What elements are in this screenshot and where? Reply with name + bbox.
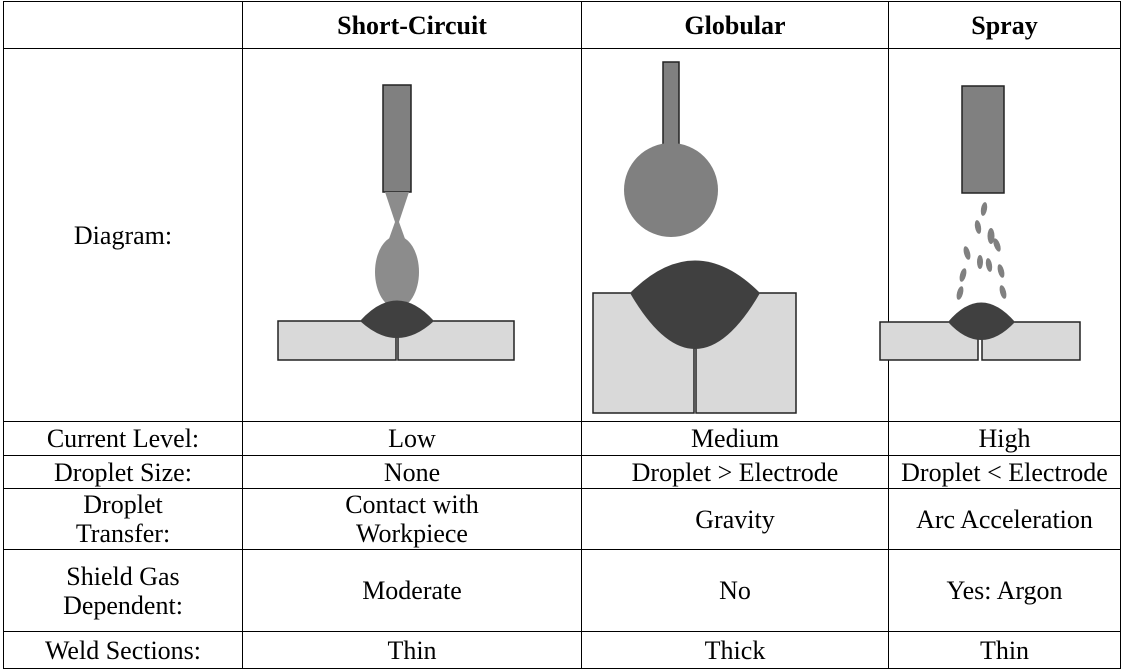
cell-text: Low: [388, 424, 436, 453]
cell: Thick: [581, 631, 889, 669]
cell-text: Gravity: [695, 504, 775, 534]
row-label-text: Current Level:: [46, 424, 200, 453]
cell-text: High: [978, 424, 1031, 453]
row-label: Droplet Size:: [3, 455, 243, 489]
row-label: Droplet Transfer:: [3, 488, 243, 550]
diagram-cell: [888, 48, 1121, 422]
cell: Yes: Argon: [888, 549, 1121, 632]
diagram-cell: [581, 48, 889, 422]
cell-text: Thick: [704, 635, 766, 665]
cell-text: Medium: [690, 424, 780, 453]
cell-text: Arc Acceleration: [916, 504, 1093, 534]
cell-text: None: [383, 457, 441, 487]
row-label: Current Level:: [3, 421, 243, 456]
cell-text: Moderate: [362, 576, 462, 605]
cell-text: No: [719, 576, 751, 605]
row-label-text: Weld Sections:: [44, 635, 202, 665]
cell: Moderate: [242, 549, 582, 632]
cell: High: [888, 421, 1121, 456]
cell: Gravity: [581, 488, 889, 550]
cell: No: [581, 549, 889, 632]
cell-text: Droplet < Electrode: [901, 457, 1108, 487]
cell: Droplet < Electrode: [888, 455, 1121, 489]
data-row: Droplet Size: None Droplet > Electrode Drop…: [3, 455, 1121, 489]
column-header: Short-Circuit: [242, 1, 582, 49]
cell: Thin: [242, 631, 582, 669]
row-label-text: Shield Gas Dependent:: [63, 561, 183, 620]
header-row: Short-Circuit Globular Spray: [3, 1, 1121, 49]
cell: Droplet > Electrode: [581, 455, 889, 489]
cell-text: Yes: Argon: [946, 576, 1063, 605]
cell-text: Thin: [387, 635, 437, 665]
cell: None: [242, 455, 582, 489]
cell: Arc Acceleration: [888, 488, 1121, 550]
cell-text: Thin: [979, 635, 1030, 665]
column-header: Spray: [888, 1, 1121, 49]
row-label: Shield Gas Dependent:: [3, 549, 243, 632]
data-row: Current Level: Low Medium High: [3, 421, 1121, 456]
diagram-row: Diagram:: [3, 48, 1121, 422]
row-label-text: Droplet Size:: [54, 457, 192, 487]
cell-text: Contact with Workpiece: [345, 490, 479, 548]
data-row: Shield Gas Dependent: Moderate No Yes: Argo…: [3, 549, 1121, 632]
comparison-table: Short-Circuit Globular Spray Diagram: Curren…: [3, 1, 1121, 669]
row-label: Diagram:: [3, 48, 243, 422]
data-row: Droplet Transfer: Contact with Workpiece G…: [3, 488, 1121, 550]
cell: Contact with Workpiece: [242, 488, 582, 550]
cell: Medium: [581, 421, 889, 456]
empty-cell: [3, 1, 243, 49]
diagram-cell: [242, 48, 582, 422]
cell-text: Droplet > Electrode: [631, 457, 839, 487]
cell: Low: [242, 421, 582, 456]
cell: Thin: [888, 631, 1121, 669]
data-row: Weld Sections: Thin Thick Thin: [3, 631, 1121, 669]
row-label: Weld Sections:: [3, 631, 243, 669]
column-header: Globular: [581, 1, 889, 49]
row-label-text: Droplet Transfer:: [75, 490, 171, 548]
